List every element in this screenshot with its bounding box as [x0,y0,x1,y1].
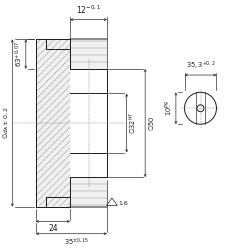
Polygon shape [70,39,107,69]
Text: $63^{+0,07}$: $63^{+0,07}$ [13,41,24,67]
Text: $12^{-0,1}$: $12^{-0,1}$ [76,4,101,16]
Text: $\varnothing d_A\pm0,2$: $\varnothing d_A\pm0,2$ [1,106,11,140]
Text: 1,6: 1,6 [118,201,128,206]
Text: $35,3^{+0,2}$: $35,3^{+0,2}$ [186,60,216,72]
Text: $\varnothing32^{H7}$: $\varnothing32^{H7}$ [128,112,139,134]
Text: $10^{P9}$: $10^{P9}$ [163,100,175,116]
Text: 24: 24 [48,224,58,233]
Polygon shape [70,177,107,207]
Text: $\varnothing50$: $\varnothing50$ [146,115,156,131]
Bar [36,39,70,207]
Text: $35^{\pm0,15}$: $35^{\pm0,15}$ [64,237,89,248]
